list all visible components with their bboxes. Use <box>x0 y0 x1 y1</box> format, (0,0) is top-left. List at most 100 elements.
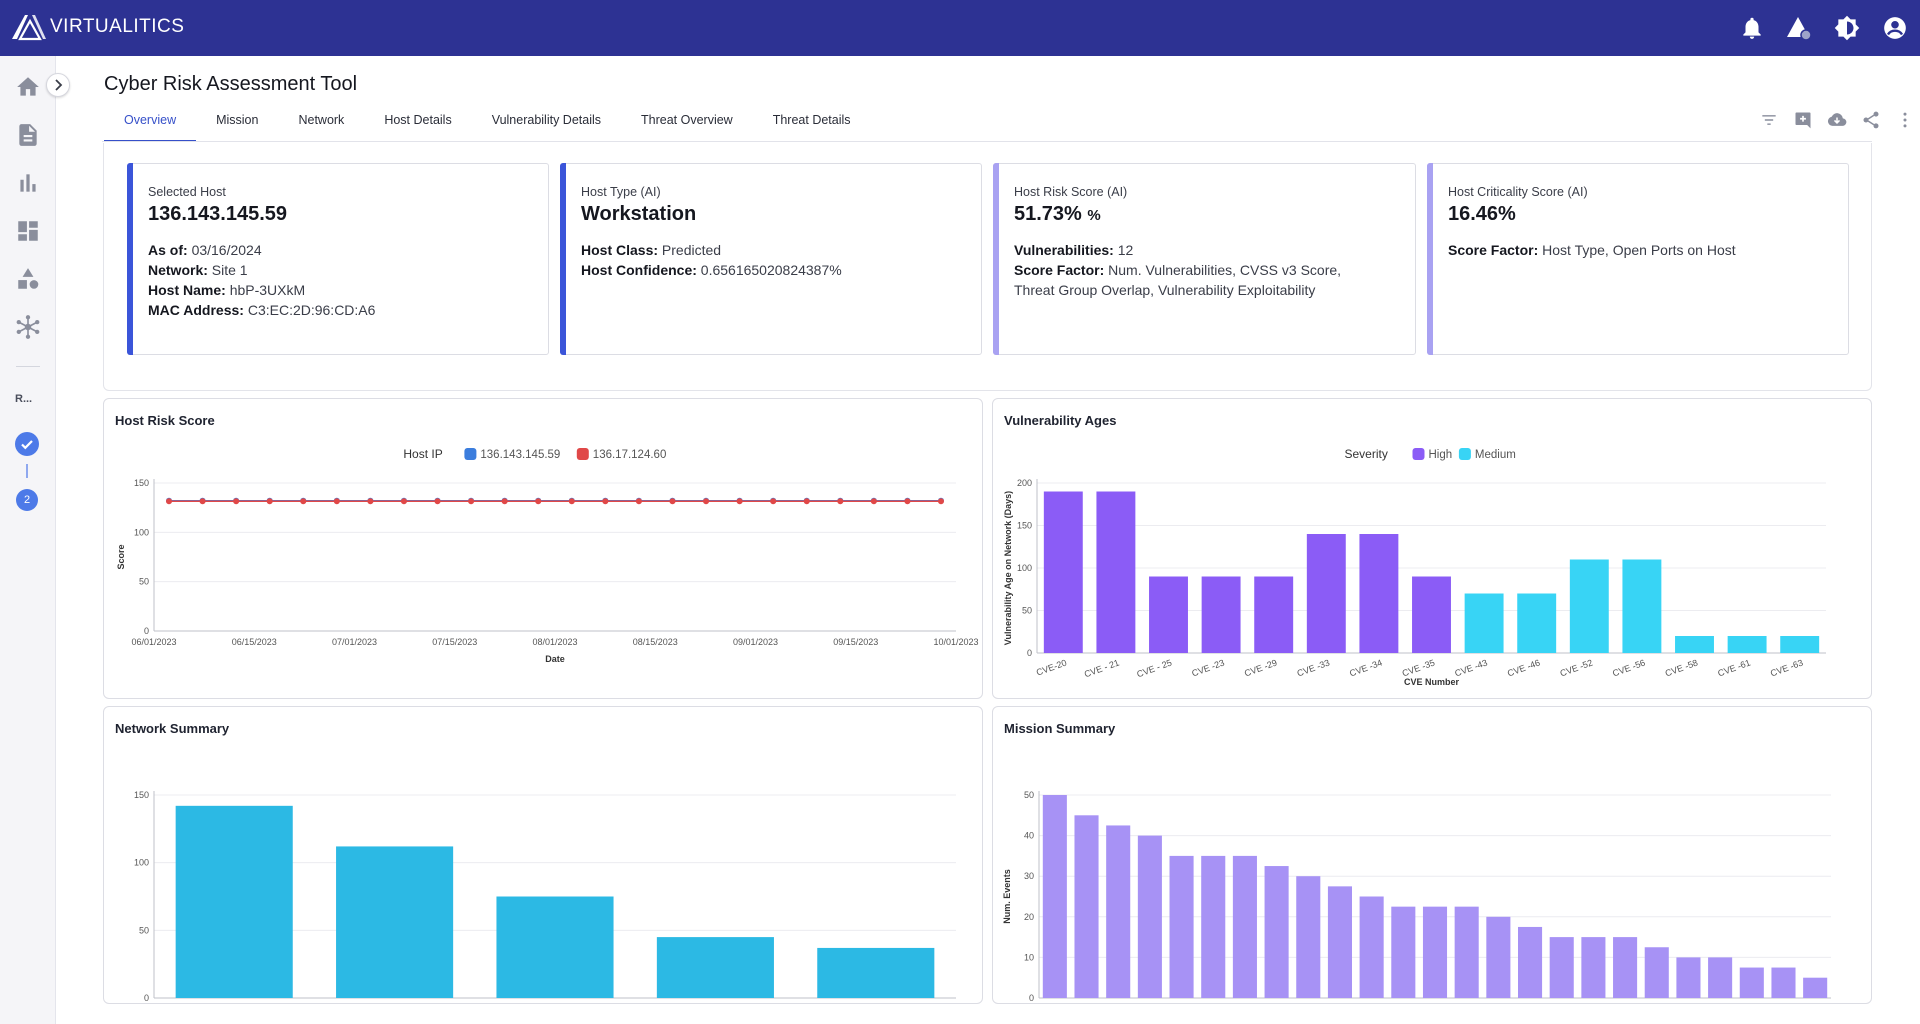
sidebar-section-label[interactable]: R... <box>15 393 33 405</box>
bar <box>175 805 293 998</box>
bar <box>1327 886 1352 998</box>
x-tick-label: 42B98 <box>1348 1002 1376 1003</box>
step-complete-check-icon[interactable] <box>15 432 39 456</box>
y-tick-label: 0 <box>144 993 149 1003</box>
bar <box>496 896 614 998</box>
filter-icon[interactable] <box>1759 110 1779 130</box>
x-tick-label: 42D98 <box>1601 1002 1629 1003</box>
more-vertical-icon[interactable] <box>1895 110 1915 130</box>
sidebar-divider <box>16 366 40 367</box>
data-point <box>770 498 777 505</box>
alert-triangle-icon[interactable] <box>1786 15 1812 41</box>
x-axis-title: Date <box>545 654 565 664</box>
x-tick-label: 06/01/2023 <box>131 637 176 647</box>
y-tick-label: 40 <box>1024 831 1034 841</box>
tab-mission[interactable]: Mission <box>216 113 259 127</box>
y-tick-label: 0 <box>1027 648 1032 658</box>
document-icon[interactable] <box>15 122 41 148</box>
bar <box>1254 576 1294 653</box>
bar-chart-icon[interactable] <box>15 170 41 196</box>
x-tick-label: 42A95 <box>1158 1002 1186 1003</box>
step-2-badge[interactable]: 2 <box>16 489 38 511</box>
bar <box>1464 593 1504 653</box>
chevron-right-icon <box>55 79 63 91</box>
tab-threat-details[interactable]: Threat Details <box>772 113 851 127</box>
kpi-detail-line: As of: 03/16/2024 <box>148 242 262 258</box>
x-tick-label: 09/01/2023 <box>733 637 778 647</box>
data-point <box>703 498 710 505</box>
bar <box>1422 906 1448 998</box>
add-comment-icon[interactable] <box>1793 110 1813 130</box>
bar <box>1486 916 1511 998</box>
brand-logo[interactable]: VIRTUALITICS <box>12 13 184 41</box>
home-icon[interactable] <box>15 74 41 100</box>
kpi-panel <box>103 143 1872 391</box>
data-point <box>803 498 810 505</box>
y-tick-label: 50 <box>139 925 149 935</box>
bar <box>1771 967 1796 998</box>
data-point <box>300 498 307 505</box>
x-tick-label: CVE -61 <box>1716 657 1751 678</box>
brightness-icon[interactable] <box>1834 15 1860 41</box>
kpi-value: 16.46% <box>1448 203 1516 225</box>
x-tick-label: 08/15/2023 <box>633 637 678 647</box>
network-summary-chart: 050100150T0001T0003T0005T0007T0008Tail N… <box>134 790 956 1003</box>
account-icon[interactable] <box>1882 15 1908 41</box>
kpi-accent-bar <box>993 163 999 355</box>
bar <box>1359 896 1384 998</box>
bar <box>656 937 774 998</box>
legend-title: Host IP <box>403 447 442 461</box>
bar <box>1622 559 1662 653</box>
left-sidebar: R... 2 <box>0 56 56 1024</box>
vulnerability-ages-card: Vulnerability Ages 0 50 100 150 200 CVE-20 CVE… <box>992 398 1872 699</box>
bar <box>1569 559 1609 653</box>
tab-network[interactable]: Network <box>298 113 345 127</box>
kpi-card-host-criticality-score: Host Criticality Score (AI) 16.46% Score… <box>1427 163 1849 355</box>
x-tick-label: 42A93 <box>1222 1002 1250 1003</box>
data-point <box>367 498 374 505</box>
cloud-download-icon[interactable] <box>1827 110 1847 130</box>
legend-label: High <box>1429 449 1453 461</box>
host-risk-score-card: Host Risk Score Host IP 136.143.145.59 136… <box>103 398 983 699</box>
tab-overview[interactable]: Overview <box>104 106 197 142</box>
virtualitics-logo-icon <box>12 15 46 41</box>
x-tick-label: 10/01/2023 <box>933 637 978 647</box>
bar <box>1042 795 1067 998</box>
vulnerability-ages-chart: 0 50 100 150 200 CVE-20 CVE - 21 CVE - 25 CVE -2… <box>1003 447 1826 687</box>
sidebar-expand-button[interactable] <box>46 73 70 97</box>
legend-swatch <box>1412 448 1425 460</box>
tab-bar: Overview Mission Network Host Details Vu… <box>104 106 871 142</box>
legend-swatch <box>464 448 477 460</box>
x-tick-label: CVE -29 <box>1243 657 1278 678</box>
bar <box>1201 855 1226 998</box>
bar <box>1169 855 1194 998</box>
legend-label: Medium <box>1475 449 1516 461</box>
bar <box>1549 937 1574 998</box>
y-axis-title: Vulnerability Age on Network (Days) <box>1003 491 1013 645</box>
dashboard-icon[interactable] <box>15 218 41 244</box>
y-tick-label: 50 <box>1024 790 1034 800</box>
legend-label: 136.17.124.60 <box>593 449 667 461</box>
bell-icon[interactable] <box>1739 15 1765 41</box>
bar <box>1137 835 1162 998</box>
tab-vulnerability-details[interactable]: Vulnerability Details <box>491 113 602 127</box>
share-icon[interactable] <box>1861 110 1881 130</box>
tab-threat-overview[interactable]: Threat Overview <box>641 113 733 127</box>
mission-summary-chart: 0 10 20 30 40 50 42A99 42A97 42A95 42A93 42A91 42B9… <box>1002 790 1831 1003</box>
shapes-icon[interactable] <box>15 266 41 292</box>
data-point <box>400 498 407 505</box>
bar <box>1201 576 1241 653</box>
x-tick-label: T0005 <box>542 1002 568 1003</box>
x-tick-label: CVE -63 <box>1769 657 1804 678</box>
bar <box>1676 957 1701 998</box>
network-icon[interactable] <box>15 314 41 340</box>
data-point <box>501 498 508 505</box>
kpi-value: 136.143.145.59 <box>148 203 288 225</box>
x-tick-label: CVE -34 <box>1348 657 1383 678</box>
bar <box>1412 576 1451 653</box>
host-risk-score-chart: Host IP 136.143.145.59 136.17.124.60 0 50 100… <box>116 447 979 664</box>
y-tick-label: 100 <box>134 858 149 868</box>
data-point <box>669 498 676 505</box>
tab-host-details[interactable]: Host Details <box>384 113 452 127</box>
bar <box>1675 636 1714 653</box>
